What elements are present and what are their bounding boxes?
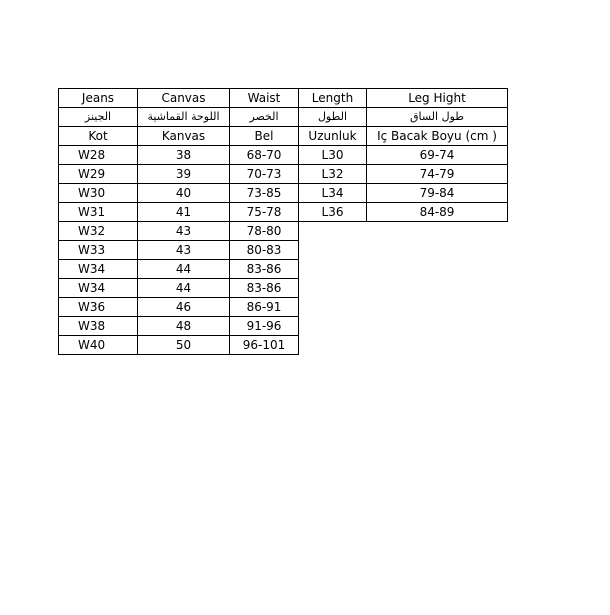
waist-cell: 83-86	[229, 259, 299, 279]
canvas-cell: 44	[137, 278, 230, 298]
header-row-turkish: Kot Kanvas Bel Uzunluk Iç Bacak Boyu (cm )	[58, 126, 508, 146]
waist-cell: الخصر	[229, 107, 299, 127]
empty-cell	[367, 260, 508, 279]
empty-cell	[299, 317, 367, 336]
jeans-cell: W40	[58, 335, 138, 355]
canvas-cell: Canvas	[137, 88, 230, 108]
jeans-cell: W38	[58, 316, 138, 336]
canvas-cell: 43	[137, 221, 230, 241]
canvas-cell: 43	[137, 240, 230, 260]
table-row: W28 38 68-70 L30 69-74	[58, 145, 508, 165]
waist-cell: 80-83	[229, 240, 299, 260]
jeans-cell: W28	[58, 145, 138, 165]
canvas-cell: 40	[137, 183, 230, 203]
length-cell: Length	[298, 88, 367, 108]
empty-cell	[299, 298, 367, 317]
waist-cell: 96-101	[229, 335, 299, 355]
canvas-cell: 46	[137, 297, 230, 317]
length-cell: L36	[298, 202, 367, 222]
length-cell: L30	[298, 145, 367, 165]
leg-height-cell: 74-79	[366, 164, 508, 184]
empty-cell	[367, 279, 508, 298]
jeans-cell: الجينز	[58, 107, 138, 127]
table-row: W36 46 86-91	[58, 297, 508, 317]
empty-cell	[299, 222, 367, 241]
empty-cell	[299, 241, 367, 260]
jeans-cell: W29	[58, 164, 138, 184]
canvas-cell: 41	[137, 202, 230, 222]
leg-height-cell: 84-89	[366, 202, 508, 222]
length-cell: Uzunluk	[298, 126, 367, 146]
canvas-cell: 38	[137, 145, 230, 165]
waist-cell: 91-96	[229, 316, 299, 336]
canvas-cell: 44	[137, 259, 230, 279]
leg-height-cell: Leg Hight	[366, 88, 508, 108]
table-row: W34 44 83-86	[58, 259, 508, 279]
jeans-cell: W34	[58, 259, 138, 279]
jeans-cell: W36	[58, 297, 138, 317]
table-row: W29 39 70-73 L32 74-79	[58, 164, 508, 184]
leg-height-cell: Iç Bacak Boyu (cm )	[366, 126, 508, 146]
jeans-cell: W32	[58, 221, 138, 241]
canvas-cell: 39	[137, 164, 230, 184]
waist-cell: 73-85	[229, 183, 299, 203]
header-row-arabic: الجينز اللوحة القماشية الخصر الطول طول الساق	[58, 107, 508, 127]
jeans-cell: W33	[58, 240, 138, 260]
canvas-cell: 50	[137, 335, 230, 355]
table-row: W38 48 91-96	[58, 316, 508, 336]
jeans-cell: Kot	[58, 126, 138, 146]
waist-cell: Bel	[229, 126, 299, 146]
empty-cell	[367, 336, 508, 355]
header-row-english: Jeans Canvas Waist Length Leg Hight	[58, 88, 508, 108]
canvas-cell: اللوحة القماشية	[137, 107, 230, 127]
jeans-cell: W34	[58, 278, 138, 298]
waist-cell: 70-73	[229, 164, 299, 184]
length-cell: L34	[298, 183, 367, 203]
empty-cell	[299, 260, 367, 279]
table-row: W34 44 83-86	[58, 278, 508, 298]
waist-cell: 86-91	[229, 297, 299, 317]
table-row: W40 50 96-101	[58, 335, 508, 355]
jeans-cell: W30	[58, 183, 138, 203]
table-row: W33 43 80-83	[58, 240, 508, 260]
empty-cell	[299, 279, 367, 298]
empty-cell	[299, 336, 367, 355]
table-row: W30 40 73-85 L34 79-84	[58, 183, 508, 203]
empty-cell	[367, 222, 508, 241]
empty-cell	[367, 298, 508, 317]
jeans-cell: Jeans	[58, 88, 138, 108]
canvas-cell: Kanvas	[137, 126, 230, 146]
leg-height-cell: طول الساق	[366, 107, 508, 127]
waist-cell: 83-86	[229, 278, 299, 298]
waist-cell: Waist	[229, 88, 299, 108]
empty-cell	[367, 241, 508, 260]
leg-height-cell: 69-74	[366, 145, 508, 165]
table-row: W31 41 75-78 L36 84-89	[58, 202, 508, 222]
length-cell: L32	[298, 164, 367, 184]
leg-height-cell: 79-84	[366, 183, 508, 203]
jeans-cell: W31	[58, 202, 138, 222]
waist-cell: 75-78	[229, 202, 299, 222]
size-chart-table: Jeans Canvas Waist Length Leg Hight الجينز الل…	[58, 88, 508, 355]
length-cell: الطول	[298, 107, 367, 127]
waist-cell: 68-70	[229, 145, 299, 165]
canvas-cell: 48	[137, 316, 230, 336]
empty-cell	[367, 317, 508, 336]
table-row: W32 43 78-80	[58, 221, 508, 241]
waist-cell: 78-80	[229, 221, 299, 241]
